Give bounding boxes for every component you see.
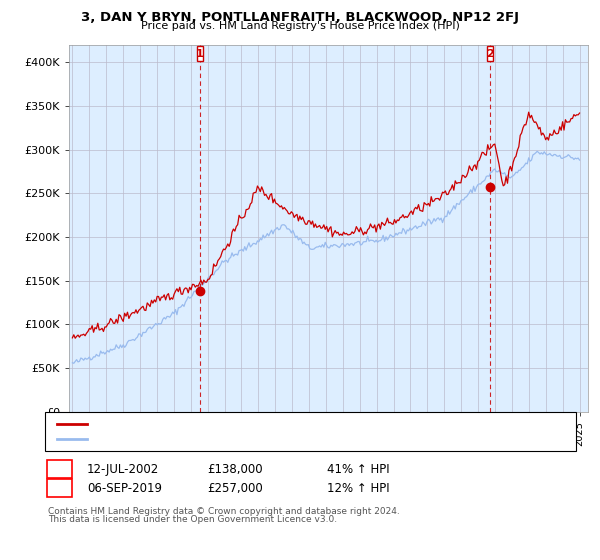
Text: HPI: Average price, detached house, Caerphilly: HPI: Average price, detached house, Caer… <box>93 433 339 444</box>
Text: Contains HM Land Registry data © Crown copyright and database right 2024.: Contains HM Land Registry data © Crown c… <box>48 507 400 516</box>
Text: 2: 2 <box>55 482 64 495</box>
Text: £138,000: £138,000 <box>207 463 263 476</box>
Text: 12-JUL-2002: 12-JUL-2002 <box>87 463 159 476</box>
Text: 1: 1 <box>196 49 203 59</box>
Text: This data is licensed under the Open Government Licence v3.0.: This data is licensed under the Open Gov… <box>48 515 337 524</box>
Text: 1: 1 <box>55 463 64 476</box>
Text: 3, DAN Y BRYN, PONTLLANFRAITH, BLACKWOOD, NP12 2FJ (detached house): 3, DAN Y BRYN, PONTLLANFRAITH, BLACKWOOD… <box>93 419 491 429</box>
Text: 12% ↑ HPI: 12% ↑ HPI <box>327 482 389 495</box>
Text: 41% ↑ HPI: 41% ↑ HPI <box>327 463 389 476</box>
Bar <box>197 46 203 62</box>
Text: 3, DAN Y BRYN, PONTLLANFRAITH, BLACKWOOD, NP12 2FJ: 3, DAN Y BRYN, PONTLLANFRAITH, BLACKWOOD… <box>81 11 519 24</box>
Bar <box>487 46 493 62</box>
Text: 06-SEP-2019: 06-SEP-2019 <box>87 482 162 495</box>
Text: £257,000: £257,000 <box>207 482 263 495</box>
Text: 2: 2 <box>486 49 493 59</box>
Text: Price paid vs. HM Land Registry's House Price Index (HPI): Price paid vs. HM Land Registry's House … <box>140 21 460 31</box>
